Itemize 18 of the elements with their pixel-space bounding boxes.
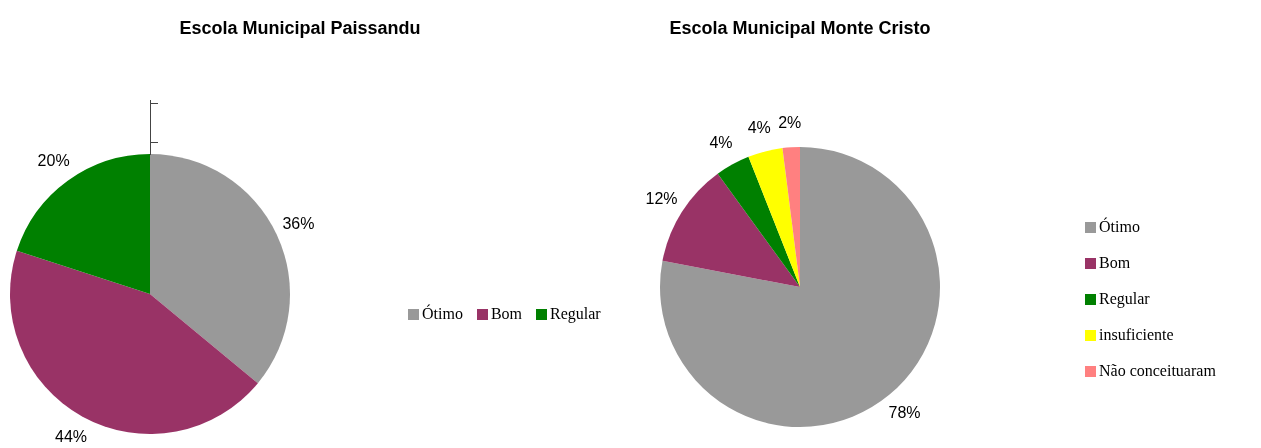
chart-title: Escola Municipal Monte Cristo (669, 18, 931, 39)
data-label: 44% (54, 428, 88, 446)
data-label: 36% (282, 214, 315, 232)
legend-label: Ótimo (1099, 218, 1140, 236)
legend-label: Bom (1099, 254, 1131, 272)
data-label: 20% (37, 151, 70, 169)
legend-label: Bom (490, 305, 523, 323)
legend-label: insuficiente (1099, 326, 1174, 344)
data-label: 12% (645, 189, 678, 207)
data-label: 2% (778, 113, 802, 131)
data-label: 4% (709, 133, 733, 151)
legend-label: Não conceituaram (1099, 362, 1216, 380)
chart-title: Escola Municipal Paissandu (179, 18, 421, 39)
legend-label: Regular (1099, 290, 1150, 308)
legend-label: Regular (550, 305, 601, 323)
data-label: 4% (747, 118, 771, 136)
legend-label: Ótimo (422, 305, 463, 323)
data-label: 78% (888, 403, 921, 421)
